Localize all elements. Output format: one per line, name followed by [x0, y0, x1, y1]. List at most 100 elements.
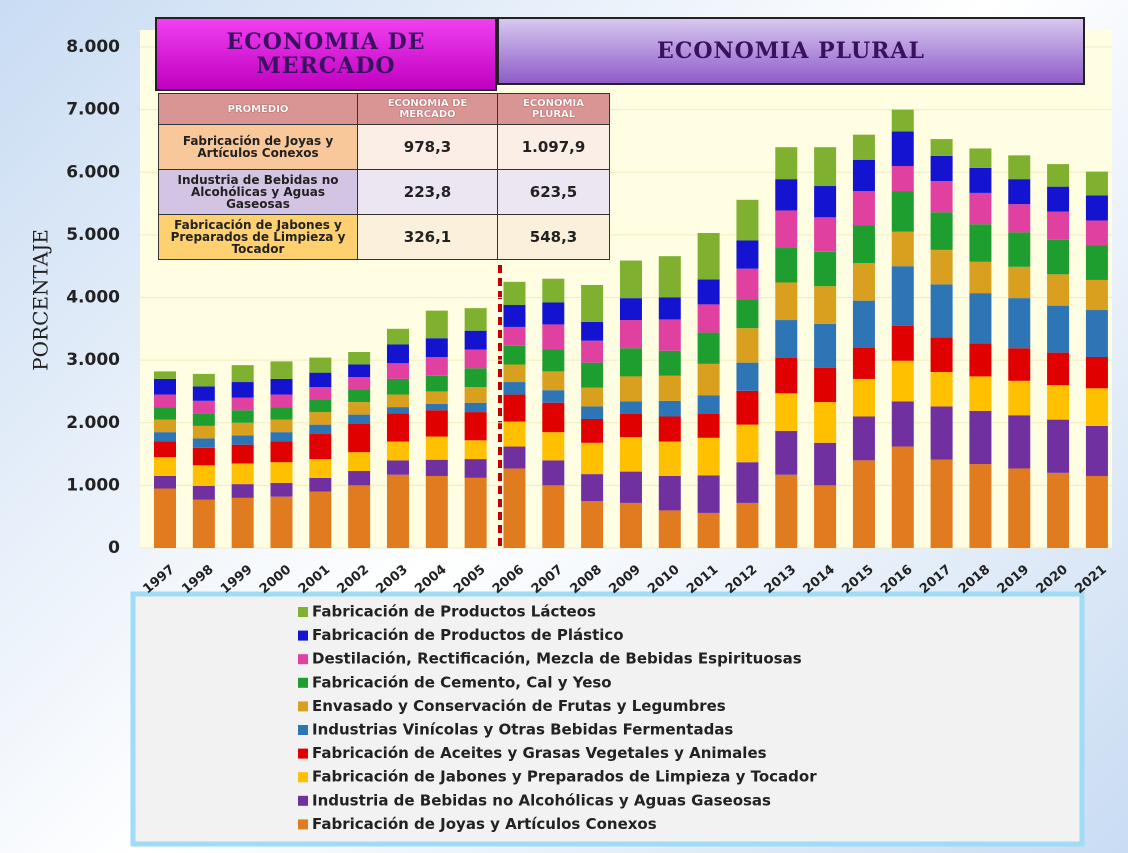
bar-segment [231, 397, 254, 411]
bar-segment [1047, 352, 1070, 386]
bar-segment [270, 361, 293, 379]
bar-segment [775, 147, 798, 180]
bar-segment [192, 438, 215, 448]
legend-swatch [298, 607, 308, 617]
bar-segment [154, 371, 176, 379]
bar-segment [231, 410, 254, 423]
bar-segment [969, 167, 992, 193]
bar-segment [1008, 155, 1031, 180]
bar-segment [231, 463, 254, 485]
bar-segment [1008, 204, 1031, 233]
bar-segment [969, 410, 992, 465]
bar-segment [542, 324, 565, 350]
bar-segment [736, 462, 759, 503]
legend-box [130, 591, 1085, 847]
bar-segment [270, 496, 293, 548]
bar-segment [658, 416, 681, 442]
bar-segment [775, 357, 798, 394]
bar-segment [891, 165, 914, 192]
bar-segment [969, 343, 992, 377]
bar-segment [891, 325, 914, 361]
bar-segment [1085, 279, 1108, 311]
legend-label: Fabricación de Joyas y Artículos Conexos [312, 815, 657, 833]
bar-segment [464, 412, 487, 441]
bar-segment [930, 337, 953, 373]
bar-segment [814, 367, 837, 403]
bar-segment [697, 304, 720, 333]
bar-segment [697, 363, 720, 396]
bar-segment [425, 410, 448, 437]
bar-segment [736, 390, 759, 425]
bar-segment [309, 424, 332, 435]
bar-segment [386, 328, 409, 345]
bar-segment [348, 414, 371, 425]
bar-segment [154, 419, 176, 433]
bar-segment [1008, 266, 1031, 299]
banner-plural: ECONOMIA PLURAL [497, 17, 1085, 85]
y-tick-label: 0 [108, 538, 120, 558]
bar-segment [503, 382, 526, 395]
bar-segment [581, 442, 604, 475]
bar-segment [1085, 220, 1108, 246]
bar-segment [386, 413, 409, 442]
bar-segment [270, 441, 293, 463]
bar-segment [386, 344, 409, 364]
bar-segment [930, 284, 953, 338]
bar-segment [231, 497, 254, 548]
bar-segment [891, 266, 914, 326]
bar-segment [736, 424, 759, 463]
bar-segment [386, 441, 409, 461]
bar-segment [425, 475, 448, 548]
bar-segment [697, 232, 720, 280]
bar-segment [581, 284, 604, 322]
bar-segment [503, 281, 526, 306]
bar-segment [542, 278, 565, 303]
bar-segment [386, 474, 409, 548]
legend-swatch [298, 677, 308, 688]
bar-segment [619, 401, 642, 414]
bar-segment [814, 323, 837, 368]
bar-segment [736, 199, 759, 241]
bar-segment [736, 300, 759, 329]
bar-segment [154, 407, 176, 420]
bar-segment [891, 109, 914, 132]
bar-segment [425, 391, 448, 404]
bar-segment [503, 394, 526, 422]
bar-segment [542, 432, 565, 461]
bar-segment [658, 400, 681, 417]
bar-segment [348, 402, 371, 415]
bar-segment [348, 452, 371, 471]
bar-segment [192, 425, 215, 439]
bar-segment [348, 470, 371, 486]
bar-segment [619, 348, 642, 377]
bar-segment [542, 485, 565, 548]
bar-segment [1085, 388, 1108, 426]
bar-segment [192, 499, 215, 548]
bar-segment [425, 338, 448, 357]
bar-segment [154, 394, 176, 408]
bar-segment [658, 375, 681, 401]
bar-segment [348, 364, 371, 378]
bar-segment [464, 308, 487, 331]
bar-segment [619, 298, 642, 321]
bar-segment [1047, 305, 1070, 353]
bar-segment [425, 459, 448, 476]
bar-segment [814, 147, 837, 187]
bar-segment [386, 378, 409, 395]
bar-segment [542, 349, 565, 372]
bar-segment [930, 181, 953, 213]
bar-segment [1047, 472, 1070, 548]
bar-segment [1008, 348, 1031, 381]
bar-segment [775, 210, 798, 249]
bar-segment [736, 328, 759, 363]
bar-segment [1008, 179, 1031, 205]
bar-segment [581, 418, 604, 443]
bar-segment [503, 326, 526, 346]
bar-segment [658, 319, 681, 351]
bar-segment [154, 441, 176, 458]
bar-segment [619, 471, 642, 503]
bar-segment [542, 402, 565, 433]
bar-segment [775, 248, 798, 283]
bar-segment [464, 387, 487, 403]
